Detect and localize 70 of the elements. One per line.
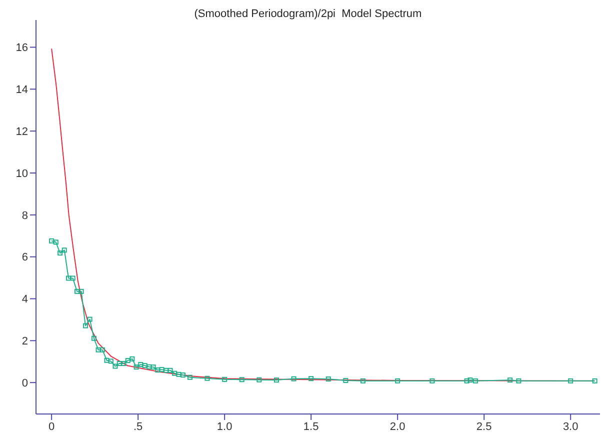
x-tick-label: 3.0 [562, 420, 578, 433]
chart-title: (Smoothed Periodogram)/2pi Model Spectrum [193, 8, 423, 20]
x-tick-label: 2.5 [476, 420, 492, 433]
point [155, 367, 160, 372]
point [150, 364, 156, 370]
point [508, 378, 513, 383]
point [360, 378, 366, 384]
point [326, 376, 331, 382]
y-tick-label: 12 [16, 126, 28, 138]
point [176, 372, 182, 377]
point [256, 377, 262, 382]
point [91, 336, 96, 341]
x-tick-label: .5 [133, 420, 143, 433]
point [468, 378, 473, 383]
point [125, 358, 130, 364]
point [134, 364, 139, 370]
point [168, 368, 173, 373]
point [62, 248, 67, 253]
point [78, 288, 84, 294]
point [49, 238, 54, 244]
point [343, 378, 348, 383]
point [66, 276, 72, 281]
point [58, 250, 63, 256]
point [274, 378, 279, 383]
point [116, 360, 122, 366]
point [108, 358, 114, 364]
point [204, 376, 210, 381]
point [464, 378, 470, 384]
point [70, 276, 76, 281]
point [53, 240, 58, 245]
y-tick-label: 10 [16, 168, 28, 180]
point [180, 372, 186, 378]
point [568, 378, 574, 384]
point [121, 360, 126, 366]
point [142, 363, 148, 368]
y-tick-label: 0 [22, 377, 28, 390]
point [159, 367, 164, 372]
point [164, 368, 169, 373]
point [592, 378, 598, 384]
point [104, 358, 110, 363]
point [472, 378, 478, 384]
point [516, 378, 522, 384]
point [308, 376, 314, 382]
point [74, 288, 80, 294]
y-tick-label: 16 [16, 42, 28, 54]
x-tick-label: 1.0 [216, 420, 232, 433]
x-tick-label: 2.0 [390, 420, 406, 433]
point [96, 347, 101, 352]
y-tick-label: 2 [22, 336, 28, 348]
point [112, 364, 118, 369]
y-tick-label: 14 [16, 84, 28, 96]
point [87, 316, 92, 322]
point [130, 356, 135, 362]
point [146, 364, 152, 370]
point [291, 376, 296, 382]
point [82, 323, 88, 328]
x-tick-label: 0 [48, 420, 55, 433]
y-tick-label: 8 [22, 210, 28, 222]
x-tick-label: 1.5 [303, 420, 319, 433]
point [430, 378, 435, 384]
point [138, 362, 144, 368]
y-tick-label: 4 [22, 294, 28, 306]
point [172, 370, 178, 376]
point [100, 347, 105, 352]
point [239, 377, 244, 382]
point [222, 376, 228, 382]
point [187, 374, 192, 380]
line-series [49, 238, 598, 384]
y-tick-label: 6 [22, 252, 28, 264]
point [395, 378, 400, 384]
